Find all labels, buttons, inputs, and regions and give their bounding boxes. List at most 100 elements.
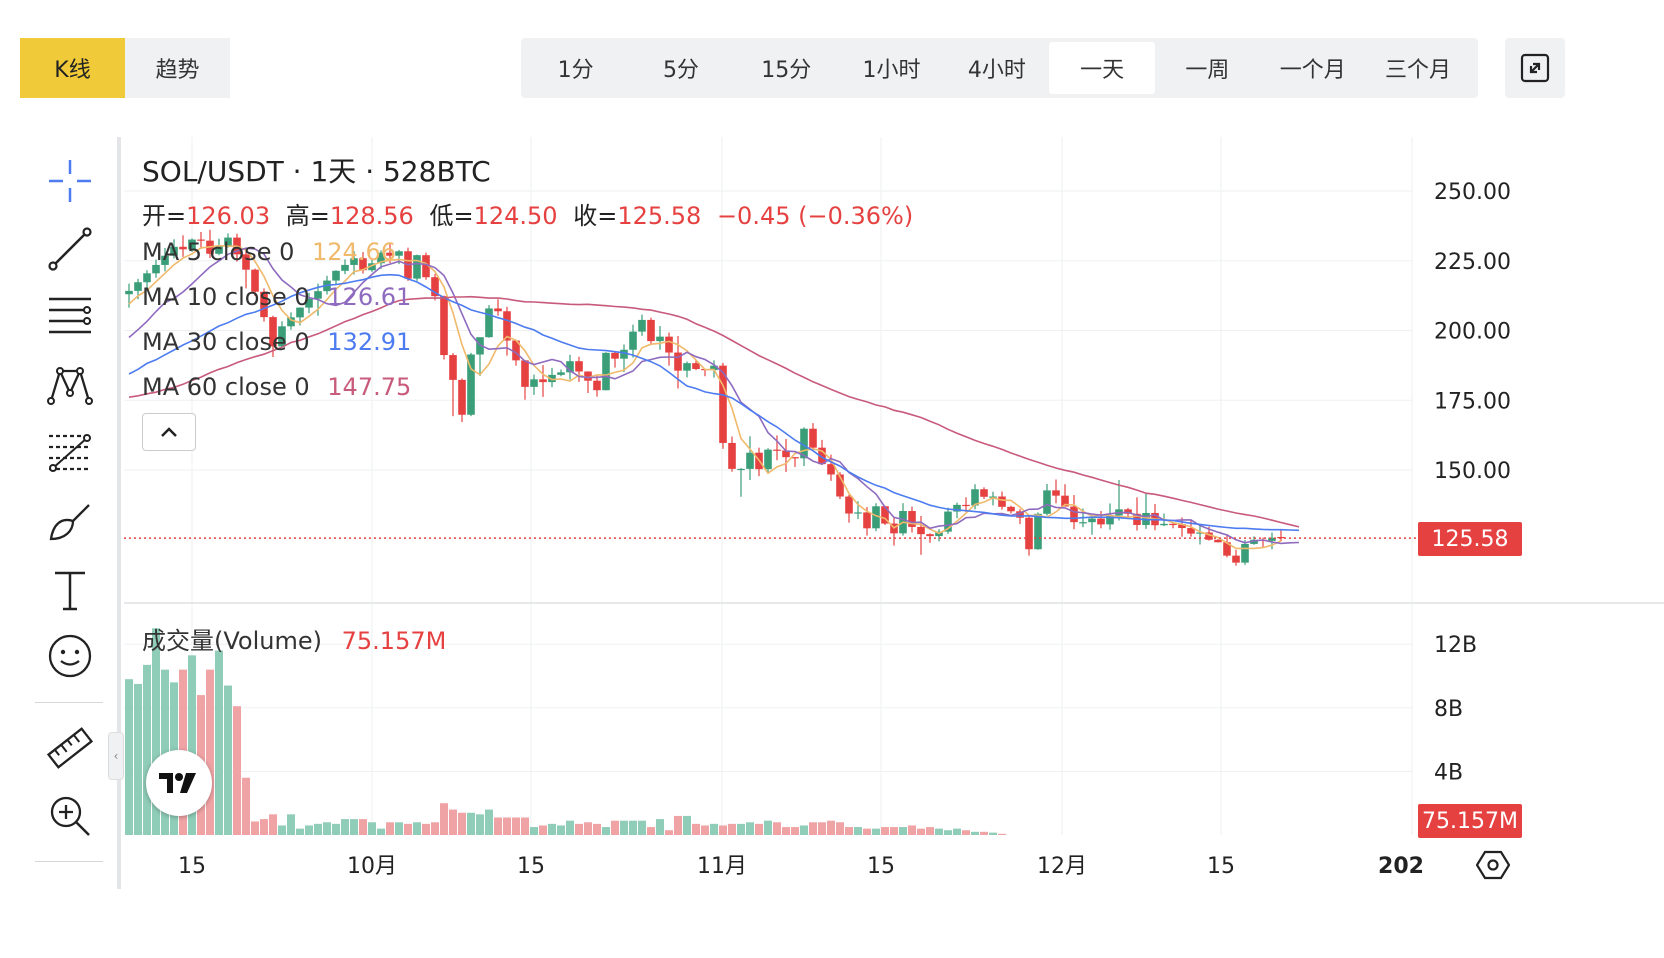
emoji-icon: [48, 634, 92, 678]
volume-bar: [935, 828, 943, 835]
candle-body: [647, 319, 655, 342]
volume-bar: [368, 822, 376, 835]
pattern-tool[interactable]: [35, 356, 105, 412]
volume-label: 成交量(Volume): [142, 627, 322, 655]
candle-body: [710, 365, 718, 371]
candle-body: [143, 273, 151, 283]
horizontal-lines-icon: [49, 297, 91, 334]
emoji-tool[interactable]: [35, 628, 105, 684]
volume-value: 75.157M: [341, 627, 447, 655]
candle-body: [1241, 543, 1249, 563]
candle-body: [584, 371, 592, 381]
period-5m[interactable]: 5分: [662, 58, 699, 83]
axis-settings-icon[interactable]: [1476, 850, 1510, 880]
volume-bar: [809, 822, 817, 835]
volume-bar: [782, 827, 790, 835]
volume-bar: [584, 822, 592, 835]
text-tool[interactable]: [35, 562, 105, 618]
candle-body: [422, 255, 430, 278]
tab-trend[interactable]: 趋势: [125, 38, 230, 98]
candle-body: [188, 239, 196, 250]
candle-body: [827, 464, 835, 475]
candle-body: [458, 379, 466, 415]
period-3mo[interactable]: 三个月: [1385, 58, 1452, 83]
horizontal-lines-tool[interactable]: [35, 288, 105, 344]
ma10-legend: MA 10 close 0 126.61: [142, 283, 411, 311]
volume-bar: [539, 825, 547, 835]
candle-body: [1232, 555, 1240, 563]
toolbar-collapse-handle[interactable]: ‹: [108, 732, 124, 780]
candle-body: [449, 355, 457, 380]
volume-bar: [593, 823, 601, 835]
candle-body: [611, 352, 619, 359]
fullscreen-button[interactable]: [1505, 38, 1565, 98]
collapse-legend-button[interactable]: [142, 413, 196, 451]
toolbar-divider: [35, 861, 103, 862]
candle-body: [359, 258, 367, 271]
ruler-icon: [46, 727, 94, 769]
volume-bar: [611, 820, 619, 835]
ma5-value: 124.66: [312, 238, 396, 266]
candle-body: [269, 317, 277, 347]
candle-body: [692, 363, 700, 370]
volume-bar: [512, 817, 520, 835]
candle-body: [179, 246, 187, 250]
candle-body: [494, 308, 502, 312]
zoom-in-tool[interactable]: [35, 788, 105, 844]
candle-body: [728, 442, 736, 469]
brush-tool[interactable]: [35, 494, 105, 550]
ohlc-legend: 开=126.03 高=128.56 低=124.50 收=125.58 −0.4…: [142, 196, 913, 231]
period-4h[interactable]: 4小时: [967, 58, 1026, 83]
volume-bar: [746, 822, 754, 835]
candle-body: [944, 511, 952, 532]
candle-body: [386, 252, 394, 256]
candle-body: [953, 504, 961, 512]
ruler-tool[interactable]: [35, 720, 105, 776]
volume-bar: [251, 821, 259, 835]
candle-body: [854, 512, 862, 514]
period-15m[interactable]: 15分: [761, 58, 812, 83]
volume-bar: [143, 664, 151, 835]
ma5-label: MA 5 close 0: [142, 238, 295, 266]
period-1d[interactable]: 一天: [1049, 42, 1155, 94]
last-price-tag: 125.58: [1418, 522, 1522, 556]
brush-icon: [49, 504, 90, 541]
period-1w[interactable]: 一周: [1185, 58, 1230, 83]
candle-body: [1169, 523, 1177, 526]
open-value: 126.03: [186, 202, 271, 230]
crosshair-tool[interactable]: [35, 153, 105, 209]
fib-retracement-tool[interactable]: [35, 425, 105, 481]
ma5-line: [128, 244, 1282, 550]
time-axis-label: 12月: [1037, 854, 1087, 879]
volume-bar: [845, 827, 853, 835]
period-1m[interactable]: 1分: [557, 58, 594, 83]
low-value: 124.50: [473, 202, 558, 230]
trend-line-tool[interactable]: [35, 221, 105, 277]
volume-bar: [413, 822, 421, 835]
tradingview-logo[interactable]: [146, 750, 212, 816]
candle-body: [1205, 532, 1213, 540]
period-1mo[interactable]: 一个月: [1279, 58, 1346, 83]
candle-body: [368, 263, 376, 271]
volume-bar: [962, 830, 970, 835]
period-selector: 1分 5分 15分 1小时 4小时 一天 一周 一个月 三个月: [521, 38, 1478, 98]
volume-bar: [260, 819, 268, 835]
candle-body: [719, 365, 727, 443]
tab-kline[interactable]: K线: [20, 38, 125, 98]
volume-bar: [791, 827, 799, 835]
volume-bar: [827, 820, 835, 835]
volume-bar: [224, 685, 232, 835]
candle-body: [152, 264, 160, 274]
ma30-value: 132.91: [327, 328, 412, 356]
volume-bar: [881, 827, 889, 835]
candle-body: [539, 379, 547, 383]
candle-body: [1070, 506, 1078, 523]
candle-body: [485, 308, 493, 338]
volume-bar: [548, 823, 556, 835]
period-1h[interactable]: 1小时: [862, 58, 921, 83]
volume-bar: [728, 823, 736, 835]
volume-bar: [944, 830, 952, 835]
candle-body: [800, 428, 808, 459]
candle-body: [1277, 536, 1285, 539]
